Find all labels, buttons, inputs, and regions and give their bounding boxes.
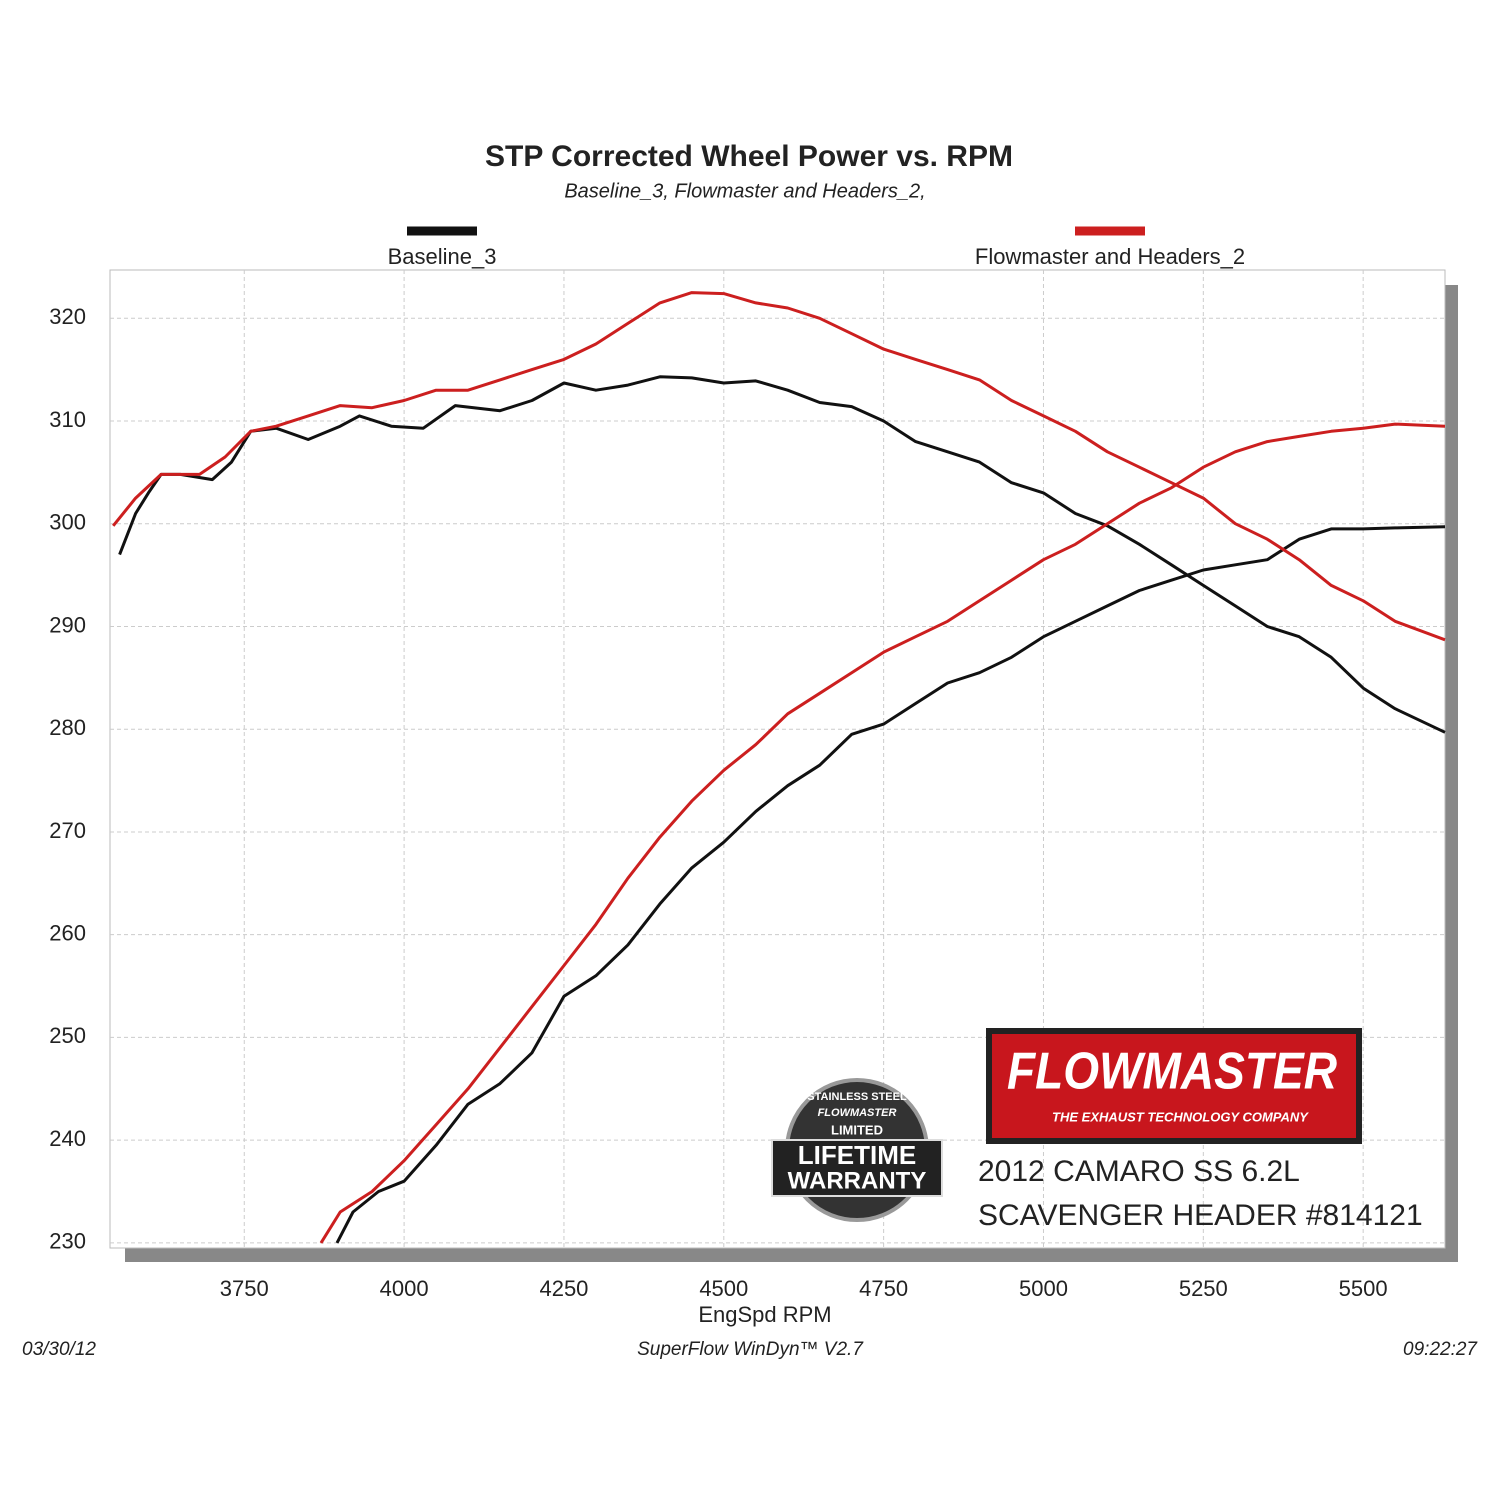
- badge-line: WARRANTY: [788, 1167, 927, 1194]
- y-tick-label: 280: [49, 715, 86, 740]
- x-axis-label: EngSpd RPM: [698, 1302, 831, 1327]
- logo-brand: FLOWMASTER: [1007, 1043, 1337, 1101]
- y-tick-label: 300: [49, 510, 86, 535]
- badge-line: LIMITED: [831, 1122, 883, 1137]
- chart-subtitle: Baseline_3, Flowmaster and Headers_2,: [564, 180, 925, 202]
- x-tick-label: 4750: [859, 1276, 908, 1301]
- x-tick-label: 4250: [539, 1276, 588, 1301]
- x-tick-label: 3750: [220, 1276, 269, 1301]
- badge: STAINLESS STEEL FLOWMASTER LIMITED LIFET…: [771, 1078, 943, 1222]
- x-tick-label: 5250: [1179, 1276, 1228, 1301]
- x-tick-label: 5000: [1019, 1276, 1068, 1301]
- x-tick-label: 5500: [1339, 1276, 1388, 1301]
- footer-software: SuperFlow WinDyn™ V2.7: [637, 1339, 864, 1360]
- logo: FLOWMASTER THE EXHAUST TECHNOLOGY COMPAN…: [986, 1028, 1362, 1144]
- y-tick-label: 310: [49, 407, 86, 432]
- x-tick-label: 4000: [380, 1276, 429, 1301]
- y-tick-label: 230: [49, 1229, 86, 1254]
- series-line: [335, 525, 1446, 1244]
- series-line: [112, 291, 1446, 642]
- y-tick-label: 320: [49, 304, 86, 329]
- badge-line: LIFETIME: [798, 1140, 916, 1170]
- footer-time: 09:22:27: [1403, 1339, 1478, 1360]
- logo-box: [992, 1034, 1356, 1138]
- footer-date: 03/30/12: [22, 1339, 96, 1360]
- logo-tagline: THE EXHAUST TECHNOLOGY COMPANY: [1052, 1109, 1309, 1124]
- plot-shadow: [125, 1248, 1458, 1262]
- badge-band: [771, 1139, 943, 1197]
- y-tick-label: 290: [49, 612, 86, 637]
- caption: 2012 CAMARO SS 6.2L: [978, 1155, 1300, 1188]
- badge-top: STAINLESS STEEL: [807, 1091, 907, 1103]
- x-tick-label: 4500: [699, 1276, 748, 1301]
- y-tick-label: 270: [49, 818, 86, 843]
- y-tick-label: 260: [49, 920, 86, 945]
- chart-title: STP Corrected Wheel Power vs. RPM: [485, 140, 1013, 173]
- legend-label: Flowmaster and Headers_2: [975, 244, 1245, 269]
- plot-marks: 230 240 250 260 270 280 290 300 310 320 3750 4000 42…: [49, 226, 1446, 1301]
- caption: SCAVENGER HEADER #814121: [978, 1199, 1423, 1232]
- y-tick-label: 250: [49, 1023, 86, 1048]
- series-line: [319, 422, 1446, 1244]
- badge-brand: FLOWMASTER: [818, 1107, 897, 1119]
- plot-shadow: [1445, 285, 1458, 1262]
- y-tick-label: 240: [49, 1126, 86, 1151]
- legend-label: Baseline_3: [388, 244, 497, 269]
